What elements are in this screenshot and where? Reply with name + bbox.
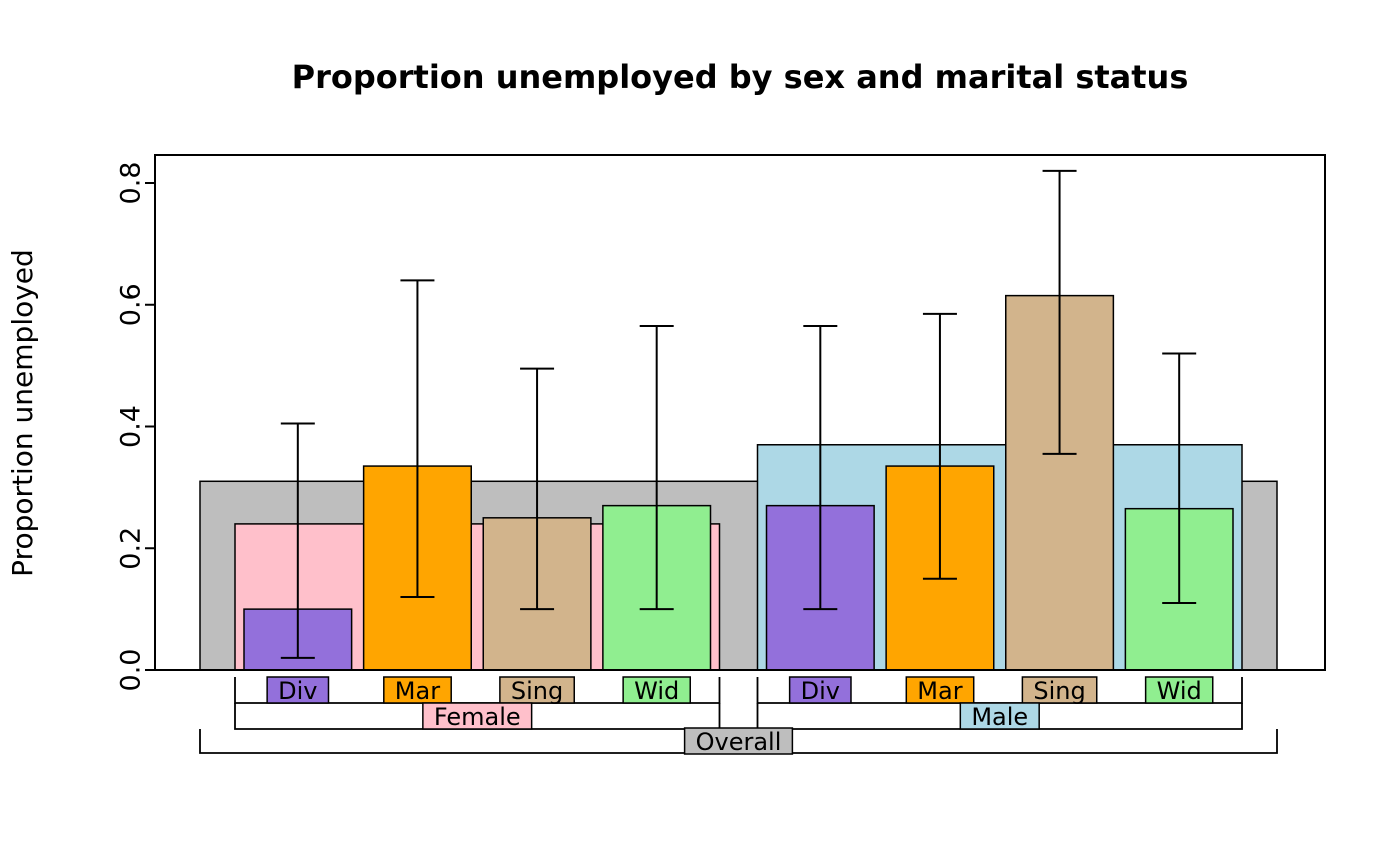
legend-female-box: [422, 702, 533, 730]
legend-male-div-box: [788, 676, 852, 704]
error-bar-female-wid: [639, 325, 674, 611]
error-bar-male-sing: [1042, 169, 1077, 455]
legend-female-sing-label: Sing: [511, 677, 563, 705]
legend-female-label: Female: [434, 703, 521, 731]
legend-male-mar-label: Mar: [917, 677, 962, 705]
plot-area: 0.0 0.2 0.4 0.6 0.8 Div Mar Sing Wid Div Mar Sing Wi…: [116, 154, 1326, 756]
error-bar-female-sing: [520, 367, 555, 611]
legend-male-mar-box: [905, 676, 975, 704]
y-tick-label: 0.8: [116, 162, 147, 205]
y-tick-label: 0.6: [116, 283, 147, 326]
error-bar-male-mar: [922, 312, 957, 580]
legend-male-box: [959, 702, 1040, 730]
legend-male-div-label: Div: [801, 677, 840, 705]
y-tick-label: 0.0: [116, 649, 147, 692]
legend-male-label: Male: [971, 703, 1028, 731]
legend-overall-box: [683, 727, 794, 755]
error-bar-male-div: [803, 325, 838, 611]
y-axis-label: Proportion unemployed: [6, 249, 39, 577]
plot-box: [154, 154, 1326, 671]
legend-male-wid-label: Wid: [1157, 677, 1202, 705]
legend-female-div-label: Div: [278, 677, 317, 705]
legend-male-wid-box: [1144, 676, 1214, 704]
y-tick-label: 0.2: [116, 527, 147, 570]
legend-overall-label: Overall: [696, 728, 782, 756]
legend-male-sing-box: [1021, 676, 1098, 704]
y-tick-label: 0.4: [116, 405, 147, 448]
legend-female-div-box: [266, 676, 330, 704]
legend-female-wid-label: Wid: [634, 677, 679, 705]
legend-female-mar-label: Mar: [395, 677, 440, 705]
legend-female-mar-box: [383, 676, 452, 704]
legend-male-sing-label: Sing: [1033, 677, 1085, 705]
chart-title: Proportion unemployed by sex and marital…: [292, 58, 1189, 96]
error-bar-female-mar: [400, 279, 435, 598]
legend-female-sing-box: [499, 676, 575, 704]
legend-female-wid-box: [622, 676, 691, 704]
error-bar-female-div: [280, 422, 315, 659]
error-bar-male-wid: [1162, 352, 1197, 605]
